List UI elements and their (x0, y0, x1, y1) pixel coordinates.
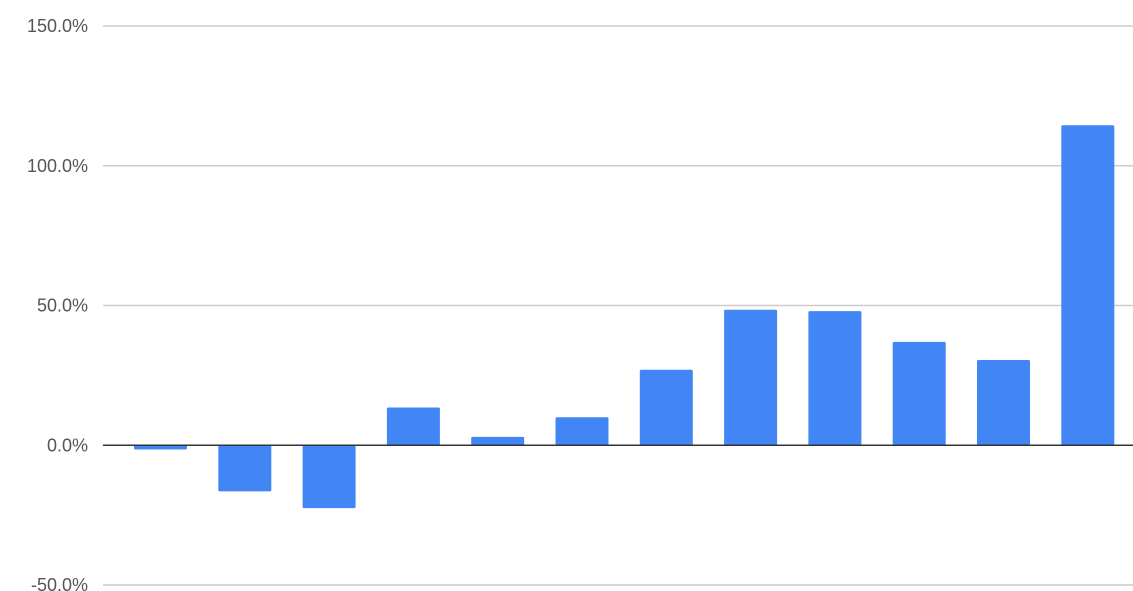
y-tick-label: 150.0% (27, 16, 88, 36)
bars (134, 125, 1115, 509)
bar (639, 369, 693, 446)
bar (977, 360, 1030, 446)
y-tick-label: -50.0% (31, 575, 88, 591)
bar (808, 311, 862, 446)
gridlines (103, 25, 1133, 586)
y-axis-tick-labels: 150.0% 100.0% 50.0% 0.0% -50.0% (27, 16, 88, 591)
bar (724, 309, 778, 446)
bar (218, 445, 272, 492)
bar (134, 445, 187, 450)
bar (386, 407, 440, 446)
bar (892, 341, 946, 446)
y-tick-label: 0.0% (47, 435, 88, 455)
y-tick-label: 100.0% (27, 156, 88, 176)
y-tick-label: 50.0% (37, 296, 88, 316)
bar (302, 445, 356, 509)
bar (471, 436, 525, 446)
bar (1061, 125, 1115, 446)
bar (555, 417, 609, 446)
